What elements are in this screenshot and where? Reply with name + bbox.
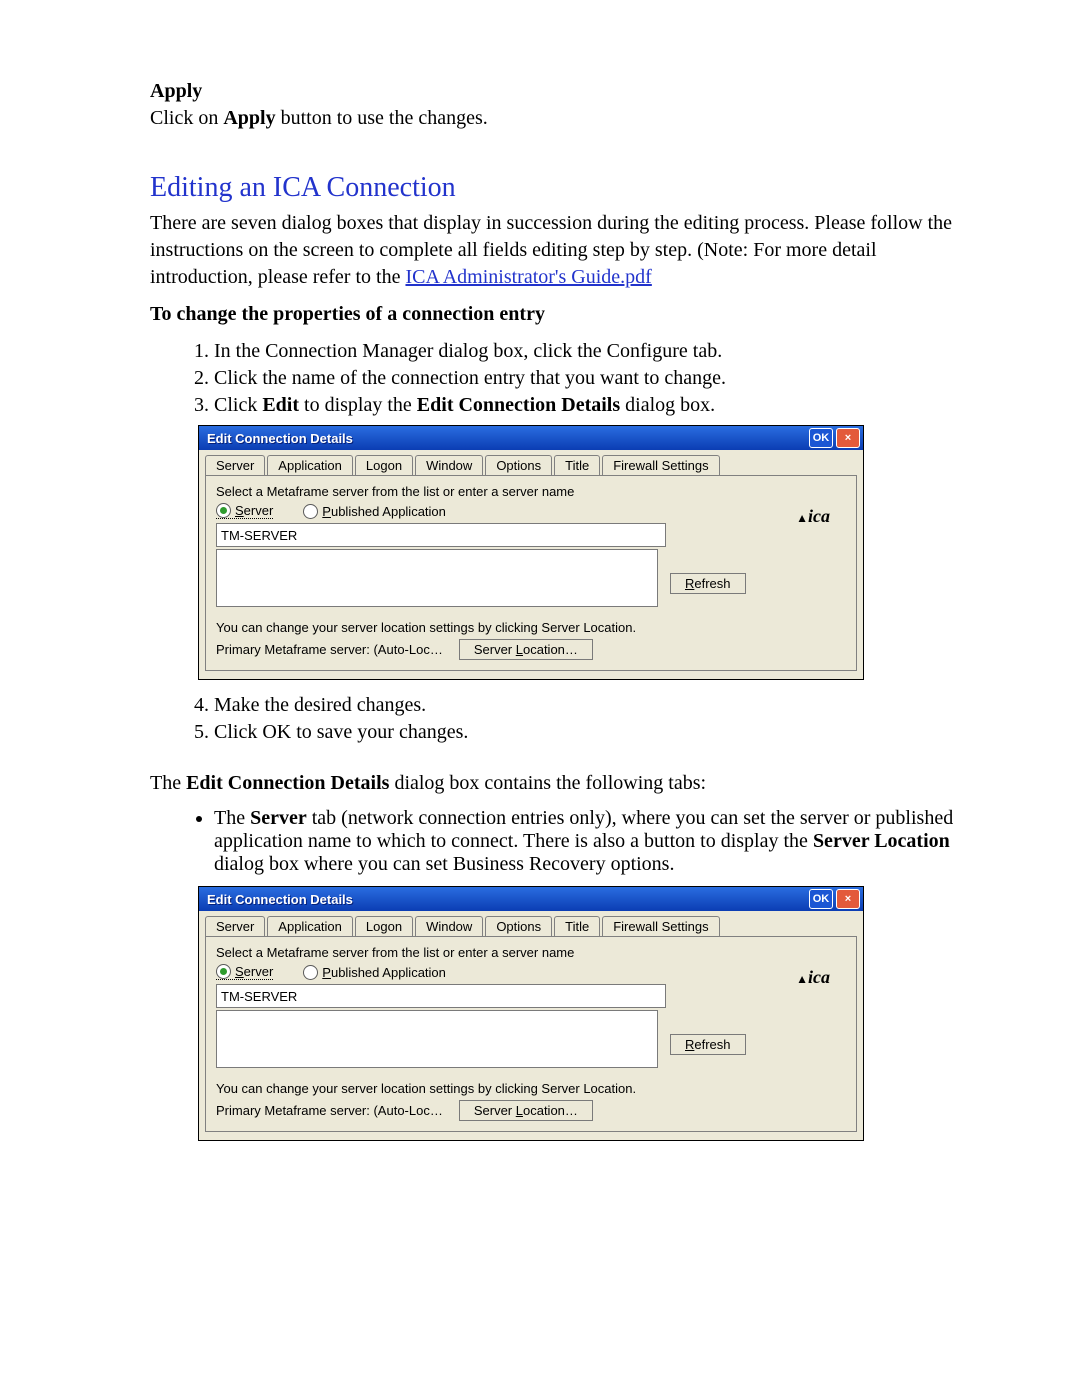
steps-list: In the Connection Manager dialog box, cl…	[150, 340, 960, 417]
tab-application[interactable]: Application	[267, 916, 353, 936]
tab-window[interactable]: Window	[415, 916, 483, 936]
text: dialog box.	[620, 394, 715, 416]
document-page: Apply Click on Apply button to use the c…	[0, 0, 1080, 1215]
tab-server[interactable]: Server	[205, 455, 265, 476]
server-listbox[interactable]	[216, 1010, 658, 1068]
section-heading: Editing an ICA Connection	[150, 172, 960, 204]
tab-server[interactable]: Server	[205, 916, 265, 937]
text: dialog box contains the following tabs:	[389, 772, 706, 794]
location-note: You can change your server location sett…	[216, 620, 846, 635]
ok-button[interactable]: OK	[809, 428, 833, 448]
radio-server[interactable]: Server	[216, 503, 273, 519]
ica-guide-link[interactable]: ICA Administrator's Guide.pdf	[405, 266, 651, 288]
close-button[interactable]: ×	[836, 428, 860, 448]
server-combo[interactable]: TM-SERVER	[216, 984, 666, 1008]
tab-body: Select a Metaframe server from the list …	[205, 936, 857, 1132]
tab-logon[interactable]: Logon	[355, 455, 413, 475]
text: to display the	[299, 394, 417, 416]
primary-server-label: Primary Metaframe server: (Auto-Loc…	[216, 1103, 443, 1118]
titlebar: Edit Connection Details OK ×	[199, 426, 863, 450]
tabs-intro-paragraph: The Edit Connection Details dialog box c…	[150, 770, 960, 797]
list-item: Click the name of the connection entry t…	[214, 367, 960, 390]
refresh-button[interactable]: Refresh	[670, 1034, 746, 1055]
text: Edit	[262, 394, 299, 416]
radio-icon	[303, 504, 318, 519]
tab-title[interactable]: Title	[554, 916, 600, 936]
server-location-button[interactable]: Server Location…	[459, 1100, 593, 1121]
tab-description-list: The Server tab (network connection entri…	[150, 807, 960, 876]
server-listbox[interactable]	[216, 549, 658, 607]
list-item: The Server tab (network connection entri…	[214, 807, 960, 876]
tab-row: Server Application Logon Window Options …	[199, 450, 863, 475]
list-item: In the Connection Manager dialog box, cl…	[214, 340, 960, 363]
instruction-text: Select a Metaframe server from the list …	[216, 484, 846, 499]
text: Server	[250, 807, 307, 829]
edit-connection-dialog: Edit Connection Details OK × Server Appl…	[198, 425, 864, 680]
apply-bold: Apply	[223, 107, 275, 129]
text: Edit Connection Details	[186, 772, 389, 794]
apply-heading: Apply	[150, 80, 960, 103]
text: Click	[214, 394, 262, 416]
edit-connection-dialog: Edit Connection Details OK × Server Appl…	[198, 886, 864, 1141]
text: Edit Connection Details	[417, 394, 620, 416]
combo-value: TM-SERVER	[221, 989, 297, 1004]
tab-title[interactable]: Title	[554, 455, 600, 475]
tab-window[interactable]: Window	[415, 455, 483, 475]
text: Click on	[150, 107, 223, 129]
location-note: You can change your server location sett…	[216, 1081, 846, 1096]
list-item: Click Edit to display the Edit Connectio…	[214, 394, 960, 417]
radio-published-application[interactable]: Published Application	[303, 504, 446, 519]
tab-body: Select a Metaframe server from the list …	[205, 475, 857, 671]
ica-logo-icon: ▲ica	[796, 506, 830, 527]
server-combo[interactable]: TM-SERVER	[216, 523, 666, 547]
dialog-title: Edit Connection Details	[207, 892, 806, 907]
close-button[interactable]: ×	[836, 889, 860, 909]
combo-value: TM-SERVER	[221, 528, 297, 543]
tab-row: Server Application Logon Window Options …	[199, 911, 863, 936]
primary-server-label: Primary Metaframe server: (Auto-Loc…	[216, 642, 443, 657]
subheading: To change the properties of a connection…	[150, 303, 960, 326]
radio-icon	[216, 503, 231, 518]
radio-icon	[303, 965, 318, 980]
apply-paragraph: Click on Apply button to use the changes…	[150, 105, 960, 132]
text: The	[214, 807, 250, 829]
text: button to use the changes.	[276, 107, 488, 129]
server-location-button[interactable]: Server Location…	[459, 639, 593, 660]
instruction-text: Select a Metaframe server from the list …	[216, 945, 846, 960]
radio-published-application[interactable]: Published Application	[303, 965, 446, 980]
tab-options[interactable]: Options	[485, 455, 552, 475]
tab-logon[interactable]: Logon	[355, 916, 413, 936]
intro-paragraph: There are seven dialog boxes that displa…	[150, 210, 960, 291]
tab-firewall[interactable]: Firewall Settings	[602, 916, 719, 936]
dialog-title: Edit Connection Details	[207, 431, 806, 446]
text: Server Location	[813, 830, 950, 852]
radio-server[interactable]: Server	[216, 964, 273, 980]
tab-application[interactable]: Application	[267, 455, 353, 475]
ok-button[interactable]: OK	[809, 889, 833, 909]
list-item: Click OK to save your changes.	[214, 721, 960, 744]
ica-logo-icon: ▲ica	[796, 967, 830, 988]
refresh-button[interactable]: Refresh	[670, 573, 746, 594]
text: The	[150, 772, 186, 794]
steps-list-cont: Make the desired changes. Click OK to sa…	[150, 694, 960, 744]
radio-row: Server Published Application	[216, 503, 846, 519]
titlebar: Edit Connection Details OK ×	[199, 887, 863, 911]
tab-firewall[interactable]: Firewall Settings	[602, 455, 719, 475]
list-item: Make the desired changes.	[214, 694, 960, 717]
radio-row: Server Published Application	[216, 964, 846, 980]
text: dialog box where you can set Business Re…	[214, 853, 674, 875]
tab-options[interactable]: Options	[485, 916, 552, 936]
radio-icon	[216, 964, 231, 979]
